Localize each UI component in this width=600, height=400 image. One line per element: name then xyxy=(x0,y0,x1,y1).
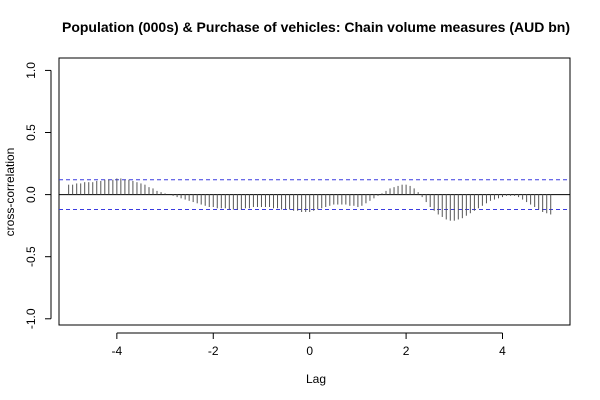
x-tick-label: 2 xyxy=(403,344,410,358)
x-tick-label: 4 xyxy=(499,344,506,358)
y-tick-label: 0.0 xyxy=(24,186,38,203)
y-axis-label: cross-correlation xyxy=(3,148,17,237)
chart-title: Population (000s) & Purchase of vehicles… xyxy=(62,19,570,35)
y-tick-label: -0.5 xyxy=(24,246,38,267)
x-axis-label: Lag xyxy=(306,372,326,386)
x-tick-label: -2 xyxy=(208,344,219,358)
x-tick-label: 0 xyxy=(306,344,313,358)
y-tick-label: -1.0 xyxy=(24,308,38,329)
plot-area: -4 -2 0 2 4 -1.0 -0.5 0.0 0.5 1.0 xyxy=(24,57,571,358)
x-tick-label: -4 xyxy=(112,344,123,358)
y-tick-label: 0.5 xyxy=(24,124,38,141)
y-tick-label: 1.0 xyxy=(24,62,38,79)
plot-frame xyxy=(58,57,571,326)
